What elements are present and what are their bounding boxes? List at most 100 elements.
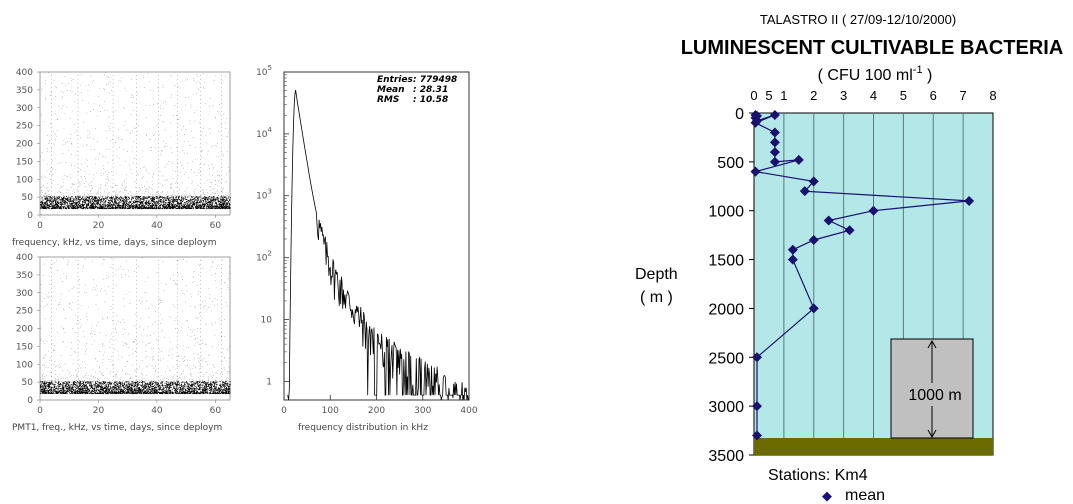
profile-ytick-label: 2500	[708, 350, 744, 367]
profile-campaign: TALASTRO II ( 27/09-12/10/2000)	[760, 12, 956, 27]
scatter-top-ytick-label: 100	[16, 175, 33, 185]
histogram-stats: Entries : 779498 Mean : 28.31 RMS : 10.5…	[377, 75, 457, 105]
legend-diamond-icon: ◆	[822, 489, 832, 504]
profile-mean-marker	[751, 430, 762, 441]
scatter-top-ytick-label: 50	[22, 193, 34, 203]
scatter-top-ytick-label: 200	[16, 140, 33, 150]
scatter-bottom-ytick-label: 0	[27, 396, 33, 406]
profile-mean-marker	[844, 225, 855, 236]
profile-xtick-label: 8	[989, 88, 996, 103]
profile-mean-marker	[793, 154, 804, 165]
scatter-top-panel: 0 50 100 150 200 250 300 350 400 0 20 40 60 frequenc…	[12, 68, 231, 248]
profile-mean-marker	[808, 303, 819, 314]
scale-label: 1000 m	[908, 387, 961, 404]
scatter-top-points	[40, 72, 231, 210]
scatter-top-ytick-label: 250	[16, 122, 33, 132]
profile-ytick-label: 0	[735, 106, 744, 123]
histogram-caption: frequency distribution in kHz	[298, 423, 428, 433]
scatter-bottom-ytick-label: 50	[22, 378, 34, 388]
stat-mean-label: Mean	[377, 85, 405, 95]
profile-ytick-label: 1500	[708, 253, 744, 270]
scatter-bottom-ytick-label: 300	[16, 289, 33, 299]
profile-grid	[783, 113, 964, 455]
profile-ylabel-units: ( m )	[640, 289, 673, 306]
scale-bar: 1000 m	[890, 338, 974, 439]
legend-mean-label: mean	[845, 487, 885, 504]
hist-ytick-label: 1	[266, 377, 272, 387]
hist-ytick-label: 104	[256, 126, 272, 140]
profile-mean-marker	[769, 147, 780, 158]
scatter-top-ytick-label: 350	[16, 86, 33, 96]
hist-ytick-exp: 3	[268, 188, 272, 196]
depth-profile-panel: TALASTRO II ( 27/09-12/10/2000) LUMINESC…	[635, 12, 1063, 504]
scatter-top-caption: frequency, kHz, vs time, days, since dep…	[12, 238, 217, 248]
profile-xtick-label: 7	[960, 88, 967, 103]
profile-ytick-label: 3500	[708, 448, 744, 465]
scatter-bottom-panel: 0 50 100 150 200 250 300 350 400 0 20 40 60 PMT1, fr…	[12, 253, 231, 433]
stat-rms-label: RMS	[377, 95, 399, 105]
scatter-bottom-xtick-label: 60	[210, 406, 222, 416]
scatter-top-ytick-label: 0	[27, 211, 33, 221]
hist-xtick-label: 0	[281, 406, 287, 416]
scatter-bottom-axes: 0 50 100 150 200 250 300 350 400 0 20 40 60	[16, 253, 222, 416]
hist-xtick-label: 200	[368, 406, 385, 416]
profile-mean-marker	[808, 235, 819, 246]
profile-mean-marker	[751, 352, 762, 363]
scatter-bottom-xtick-label: 40	[151, 406, 163, 416]
histogram-frame	[283, 71, 470, 401]
hist-ytick-exp: 5	[268, 64, 272, 72]
profile-xtick-label: 4	[870, 88, 877, 103]
profile-mean-marker	[750, 117, 761, 128]
seafloor-band	[754, 438, 993, 455]
profile-xtick-label: 6	[930, 88, 937, 103]
hist-xtick-label: 400	[460, 406, 477, 416]
profile-xtick-label: 5	[900, 88, 907, 103]
scatter-bottom-band-points	[40, 380, 231, 395]
hist-ytick-label: 10	[261, 315, 273, 325]
hist-xtick-label: 300	[414, 406, 431, 416]
scatter-bottom-ytick-label: 400	[16, 253, 33, 263]
profile-units-pre: ( CFU 100 ml	[818, 67, 913, 84]
profile-mean-marker	[868, 205, 879, 216]
scatter-bottom-caption: PMT1, freq., kHz, vs time, days, since d…	[12, 423, 222, 433]
scatter-bottom-ytick-label: 200	[16, 325, 33, 335]
scatter-bottom-points	[40, 256, 231, 395]
profile-mean-marker	[787, 244, 798, 255]
hist-ytick-base: 10	[256, 254, 268, 264]
scatter-top-frame	[39, 71, 231, 216]
scale-arrow-down-head-icon	[927, 429, 937, 439]
profile-title: LUMINESCENT CULTIVABLE BACTERIA	[681, 37, 1064, 59]
profile-xtick-label: 0	[750, 88, 757, 103]
scatter-bottom-xtick-label: 20	[93, 406, 105, 416]
profile-ylabel-depth: Depth	[635, 266, 678, 283]
profile-mean-marker	[769, 156, 780, 167]
profile-mean-marker	[808, 176, 819, 187]
profile-xtick-label: 2	[810, 88, 817, 103]
profile-mean-marker	[964, 195, 975, 206]
scatter-bottom-ytick-label: 100	[16, 360, 33, 370]
histogram-curve	[287, 90, 469, 401]
hist-ytick-label: 102	[256, 250, 272, 264]
profile-xtick-label: 3	[840, 88, 847, 103]
scatter-top-xtick-label: 0	[37, 221, 43, 231]
scatter-top-band-points	[40, 195, 231, 210]
scatter-top-ytick-label: 150	[16, 157, 33, 167]
profile-units-sup: -1	[913, 64, 923, 76]
profile-xtick-label: 5	[765, 88, 772, 103]
stat-mean-value: : 28.31	[413, 85, 448, 95]
profile-mean-marker	[799, 186, 810, 197]
scatter-top-outlier-points	[40, 72, 230, 198]
profile-markers	[750, 109, 975, 441]
scatter-top-xtick-label: 60	[210, 221, 222, 231]
stat-rms-value: : 10.58	[413, 95, 448, 105]
profile-mean-marker	[787, 254, 798, 265]
profile-ytick-label: 500	[717, 155, 744, 172]
scatter-top-ytick-label: 300	[16, 104, 33, 114]
stat-entries-label: Entries	[377, 75, 413, 85]
scale-arrow-up-head-icon	[927, 339, 937, 349]
hist-ytick-label: 103	[256, 188, 272, 202]
profile-ytick-label: 2000	[708, 301, 744, 318]
